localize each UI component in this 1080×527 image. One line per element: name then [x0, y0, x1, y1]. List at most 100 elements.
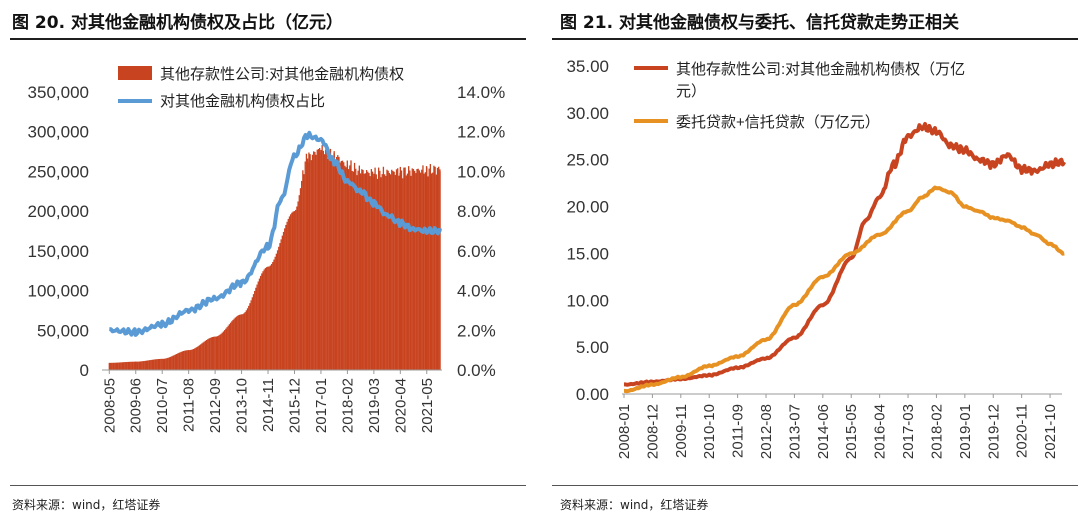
bar-mark [148, 360, 150, 370]
bar-mark [386, 169, 388, 370]
bar-mark [210, 337, 212, 370]
bar-mark [114, 362, 116, 370]
x-tick-label: 2020-11 [1014, 404, 1031, 458]
x-tick-label: 2019-01 [957, 404, 974, 459]
y-tick-label: 30.00 [566, 104, 609, 123]
bar-mark [120, 362, 122, 370]
bar-mark [316, 149, 318, 370]
bar-mark [111, 362, 113, 370]
right-source-note: 资料来源：wind，红塔证券 [560, 498, 709, 512]
bar-mark [177, 353, 179, 370]
bar-mark [216, 336, 219, 370]
bar-mark [313, 151, 315, 370]
y-tick-label: 15.00 [566, 244, 609, 263]
bar-mark [357, 170, 359, 370]
bar-mark [402, 178, 404, 370]
bar-mark [173, 355, 175, 370]
bar-mark [321, 145, 323, 370]
bar-mark [231, 321, 233, 370]
bar-mark [365, 170, 368, 370]
bar-mark [116, 362, 119, 370]
bar-mark [278, 246, 280, 370]
bar-mark [331, 155, 333, 370]
x-tick-label: 2018-02 [928, 404, 945, 459]
bar-mark [334, 160, 337, 370]
bar-mark [255, 287, 257, 370]
bar-mark [189, 350, 191, 370]
bar-mark [144, 360, 146, 370]
bar-mark [273, 259, 275, 370]
bar-mark [240, 314, 243, 370]
bar-mark [323, 154, 326, 370]
left-source-note: 资料来源：wind，红塔证券 [12, 498, 161, 512]
bar-mark [291, 212, 293, 370]
bar-mark [147, 360, 149, 370]
left-y-tick-label: 300,000 [28, 123, 89, 142]
x-tick-label: 2017-03 [900, 404, 917, 459]
legend-label-claims: 其他存款性公司:对其他金融机构债权（万亿元） [676, 61, 965, 100]
bar-mark [156, 359, 158, 370]
bar-mark [259, 275, 262, 370]
bar-mark [358, 165, 360, 370]
bar-mark [308, 152, 310, 370]
left-y-tick-label: 350,000 [28, 83, 89, 102]
x-tick-label: 2019-12 [985, 404, 1002, 459]
bar-mark [214, 336, 216, 370]
bar-mark [364, 173, 367, 370]
bar-mark [388, 172, 391, 370]
bar-mark [261, 273, 263, 370]
claims-line [623, 122, 1066, 387]
bar-mark [122, 362, 125, 370]
bar-mark [340, 160, 342, 370]
bar-mark [113, 362, 115, 370]
bar-mark [332, 160, 334, 370]
bar-mark [380, 177, 382, 370]
right-chart-svg: 0.00 5.00 10.00 15.00 20.00 25.00 30.00 35.00 20… [566, 57, 1066, 459]
left-x-tick-label: 2021-05 [419, 378, 436, 433]
bar-mark [362, 170, 364, 370]
bar-mark [412, 169, 415, 370]
bar-mark [201, 343, 203, 370]
y-tick-label: 35.00 [566, 57, 609, 76]
bar-mark [121, 362, 124, 370]
bar-mark [219, 334, 221, 370]
bar-mark [361, 169, 363, 370]
bar-mark [160, 358, 162, 370]
bar-mark [184, 350, 186, 370]
right-y-tick-label: 2.0% [457, 321, 496, 340]
bar-mark [109, 362, 112, 370]
bar-mark [167, 357, 169, 370]
left-x-tick-label: 2009-06 [128, 378, 145, 433]
bar-mark [315, 154, 317, 370]
bar-mark [172, 355, 174, 370]
bar-mark [208, 338, 210, 370]
bar-mark [145, 360, 148, 370]
right-y-tick-label: 8.0% [457, 202, 496, 221]
bar-mark [355, 168, 357, 370]
bar-mark [154, 359, 156, 370]
bar-mark [244, 312, 246, 370]
bar-mark [373, 173, 375, 370]
bar-mark [335, 156, 338, 370]
bar-mark [363, 173, 365, 370]
y-tick-label: 10.00 [566, 291, 609, 310]
bar-mark [389, 174, 392, 370]
bar-mark [246, 308, 249, 370]
entrusted-trust-loan-line [623, 185, 1065, 394]
x-tick-label: 2008-01 [616, 404, 633, 459]
bar-mark [127, 361, 130, 370]
bar-mark [394, 174, 396, 370]
bar-mark [377, 167, 380, 370]
bar-mark [233, 318, 235, 370]
bar-mark [285, 224, 287, 370]
bar-mark [360, 173, 362, 370]
bar-mark [288, 216, 291, 370]
bar-mark [252, 294, 255, 370]
bar-mark [438, 166, 440, 370]
bar-mark [345, 167, 347, 370]
bar-mark [327, 158, 329, 370]
bar-mark [400, 170, 403, 370]
bar-mark [203, 341, 205, 370]
legend-label-line: 对其他金融机构债权占比 [160, 93, 325, 110]
bar-mark [435, 174, 437, 370]
